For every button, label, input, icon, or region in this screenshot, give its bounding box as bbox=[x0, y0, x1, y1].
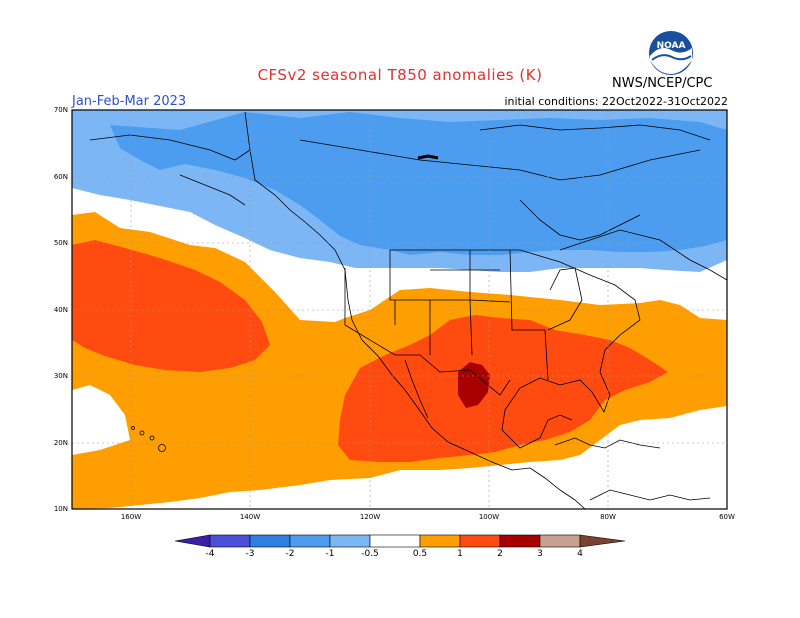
lon-label: 100W bbox=[478, 513, 500, 521]
colorbar-swatch bbox=[329, 534, 371, 548]
map-frame bbox=[71, 109, 728, 510]
colorbar-label: 3 bbox=[537, 549, 543, 559]
colorbar-swatch bbox=[459, 534, 501, 548]
colorbar-label: -1 bbox=[325, 549, 335, 559]
graticule bbox=[72, 110, 727, 509]
colorbar-swatch bbox=[249, 534, 291, 548]
map-detail-island bbox=[417, 154, 439, 160]
colorbar-label: -2 bbox=[285, 549, 295, 559]
colorbar-swatch bbox=[289, 534, 331, 548]
neutral-region-west bbox=[72, 385, 130, 455]
lat-label: 30N bbox=[53, 372, 68, 380]
initial-conditions-label: initial conditions: 22Oct2022-31Oct2022 bbox=[504, 95, 728, 108]
lat-label: 10N bbox=[53, 505, 68, 513]
colorbar-label: 4 bbox=[577, 549, 583, 559]
lat-label: 40N bbox=[53, 306, 68, 314]
colorbar-label: -4 bbox=[205, 549, 215, 559]
agency-label: NWS/NCEP/CPC bbox=[612, 76, 713, 91]
colorbar-swatch bbox=[209, 534, 251, 548]
noaa-logo-icon: NOAA bbox=[649, 31, 693, 75]
red-anomaly-region-pacific bbox=[72, 240, 270, 372]
hawaii-islands bbox=[131, 426, 166, 452]
lat-label: 20N bbox=[53, 439, 68, 447]
red-anomaly-region-conus bbox=[338, 315, 668, 462]
anomaly-field bbox=[72, 110, 727, 509]
colorbar-swatch bbox=[419, 534, 461, 548]
colorbar-swatch bbox=[369, 534, 421, 548]
colorbar-label: 1 bbox=[457, 549, 463, 559]
svg-text:NOAA: NOAA bbox=[657, 41, 686, 51]
lat-label: 70N bbox=[53, 106, 68, 114]
colorbar-arrow-left bbox=[174, 534, 211, 548]
colorbar bbox=[174, 534, 626, 548]
lon-label: 80W bbox=[600, 513, 616, 521]
colorbar-label: -0.5 bbox=[361, 549, 379, 559]
lon-label: 60W bbox=[719, 513, 735, 521]
lon-label: 140W bbox=[239, 513, 261, 521]
colorbar-arrow-right bbox=[579, 534, 626, 548]
coastlines bbox=[89, 111, 728, 510]
blue-anomaly-region bbox=[110, 112, 727, 255]
colorbar-label: -3 bbox=[245, 549, 255, 559]
map-title: CFSv2 seasonal T850 anomalies (K) bbox=[257, 66, 543, 84]
colorbar-label: 2 bbox=[497, 549, 503, 559]
colorbar-label: 0.5 bbox=[412, 549, 428, 559]
lat-label: 60N bbox=[53, 173, 68, 181]
lon-label: 160W bbox=[120, 513, 142, 521]
colorbar-swatch bbox=[539, 534, 581, 548]
season-label: Jan-Feb-Mar 2023 bbox=[72, 94, 187, 109]
lon-label: 120W bbox=[359, 513, 381, 521]
colorbar-swatch bbox=[499, 534, 541, 548]
darkred-anomaly-core bbox=[458, 362, 490, 408]
lat-label: 50N bbox=[53, 239, 68, 247]
